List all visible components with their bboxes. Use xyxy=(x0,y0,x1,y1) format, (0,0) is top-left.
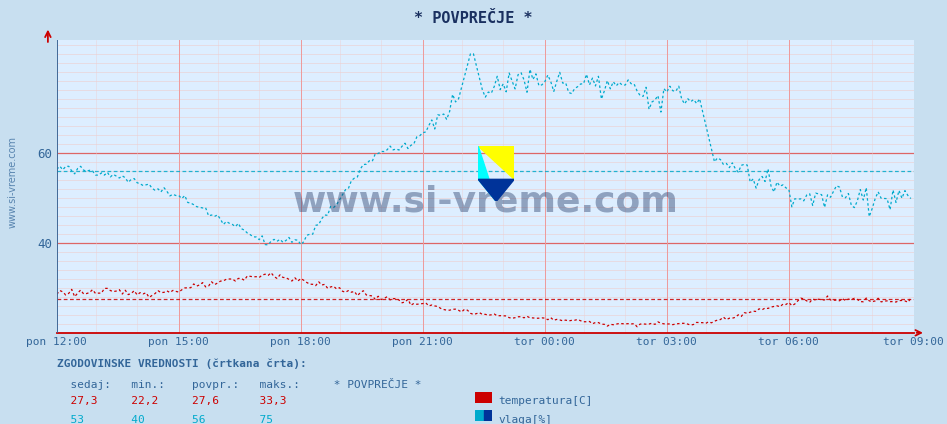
Polygon shape xyxy=(478,146,514,179)
Bar xyxy=(475,410,484,421)
Text: 53       40       56        75: 53 40 56 75 xyxy=(57,415,320,424)
Polygon shape xyxy=(478,146,496,201)
Bar xyxy=(484,410,492,421)
Text: * POVPREČJE *: * POVPREČJE * xyxy=(414,11,533,25)
Text: 27,3     22,2     27,6      33,3: 27,3 22,2 27,6 33,3 xyxy=(57,396,320,407)
Text: temperatura[C]: temperatura[C] xyxy=(498,396,593,407)
Text: vlaga[%]: vlaga[%] xyxy=(498,415,552,424)
Text: www.si-vreme.com: www.si-vreme.com xyxy=(293,184,678,218)
Text: ZGODOVINSKE VREDNOSTI (črtkana črta):: ZGODOVINSKE VREDNOSTI (črtkana črta): xyxy=(57,358,307,369)
Text: sedaj:   min.:    povpr.:   maks.:     * POVPREČJE *: sedaj: min.: povpr.: maks.: * POVPREČJE … xyxy=(57,378,421,390)
Text: www.si-vreme.com: www.si-vreme.com xyxy=(8,137,17,228)
Polygon shape xyxy=(478,179,514,201)
